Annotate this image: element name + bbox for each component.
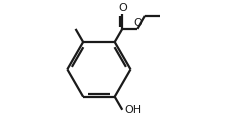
Text: O: O (133, 18, 142, 28)
Text: O: O (118, 3, 127, 13)
Text: OH: OH (124, 105, 141, 115)
